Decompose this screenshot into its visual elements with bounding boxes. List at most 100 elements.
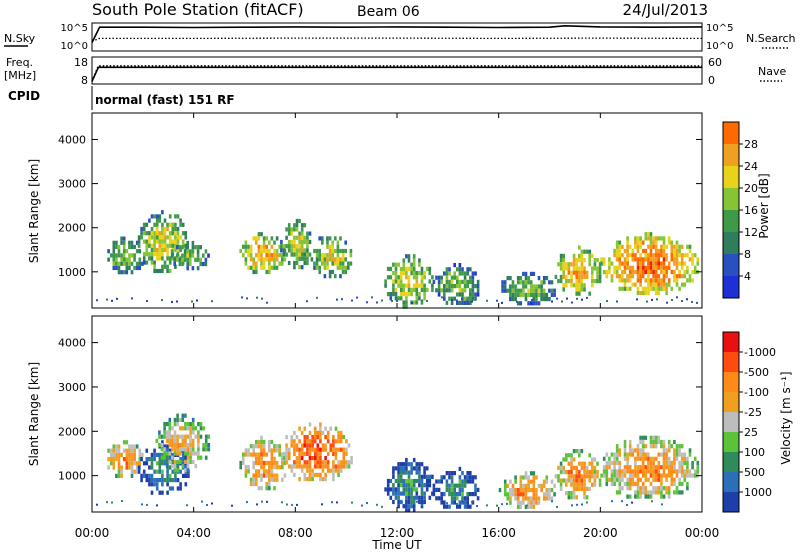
heatmap-cell (171, 434, 174, 439)
heatmap-cell (602, 269, 606, 275)
heatmap-cell (270, 452, 274, 457)
heatmap-cell (660, 248, 663, 254)
heatmap-cell (565, 470, 568, 475)
heatmap-cell (660, 236, 663, 241)
heatmap-cell (262, 261, 266, 266)
heatmap-cell (191, 253, 195, 258)
heatmap-cell (260, 244, 263, 249)
heatmap-cell (585, 470, 589, 475)
heatmap-cell (191, 426, 195, 431)
heatmap-cell (337, 435, 340, 440)
heatmap-cell (428, 271, 432, 276)
heatmap-cell (125, 461, 129, 466)
heatmap-cell (667, 460, 671, 466)
heatmap-cell (463, 483, 467, 488)
x-tick-label: 08:00 (278, 526, 313, 540)
heatmap-cell (350, 456, 353, 461)
heatmap-cell (623, 444, 627, 449)
heatmap-cell (474, 475, 477, 480)
heatmap-cell (397, 262, 400, 267)
heatmap-cell (179, 469, 182, 474)
heatmap-cell (437, 279, 441, 284)
heatmap-cell (181, 461, 185, 466)
heatmap-cell (453, 500, 456, 505)
heatmap-cell (268, 486, 271, 491)
heatmap-cell (316, 447, 320, 452)
heatmap-cell (255, 477, 258, 482)
heatmap-cell (153, 247, 156, 253)
heatmap-cell (680, 257, 684, 262)
heatmap-cell (423, 470, 426, 475)
heatmap-cell (636, 257, 640, 262)
heatmap-cell (567, 474, 571, 479)
heatmap-cell (273, 240, 276, 245)
heatmap-cell (626, 452, 629, 457)
heatmap-cell (339, 236, 342, 241)
heatmap-cell (150, 260, 154, 265)
heatmap-cell (691, 473, 694, 478)
heatmap-cell (448, 504, 451, 509)
heatmap-cell (163, 430, 166, 435)
heatmap-cell (239, 248, 242, 254)
heatmap-cell (255, 269, 258, 275)
heatmap-cell (572, 465, 576, 470)
heatmap-cell (693, 265, 697, 270)
heatmap-cell (466, 299, 468, 302)
heatmap-cell (522, 500, 525, 505)
heatmap-cell (140, 473, 143, 478)
heatmap-cell (506, 492, 510, 497)
heatmap-cell (326, 240, 329, 245)
heatmap-cell (402, 304, 406, 309)
time-x-ticks: 00:00 04:00 08:00 12:00 16:00 20:00 00:00 (75, 113, 719, 540)
heatmap-cell (509, 288, 512, 293)
heatmap-cell (321, 430, 325, 435)
heatmap-cell (572, 491, 576, 496)
heatmap-cell (206, 504, 208, 506)
heatmap-cell (168, 422, 172, 427)
heatmap-cell (649, 278, 653, 283)
heatmap-cell (115, 244, 118, 250)
heatmap-cell (418, 262, 421, 267)
heatmap-cell (291, 503, 293, 506)
heatmap-cell (548, 297, 551, 302)
heatmap-cell (546, 296, 548, 299)
heatmap-cell (394, 478, 398, 484)
heatmap-cell (506, 276, 510, 281)
heatmap-cell (158, 235, 162, 240)
heatmap-cell (199, 257, 202, 262)
heatmap-cell (654, 240, 658, 245)
heatmap-cell (611, 500, 613, 503)
heatmap-cell (529, 479, 533, 484)
heatmap-cell (311, 472, 314, 477)
heatmap-cell (647, 261, 650, 266)
heatmap-cell (321, 261, 324, 266)
heatmap-cell (366, 502, 368, 504)
heatmap-cell (639, 257, 642, 262)
heatmap-cell (241, 296, 243, 299)
heatmap-cell (247, 248, 250, 254)
noise-right-tick-top: 10^5 (706, 23, 733, 34)
heatmap-cell (675, 248, 679, 254)
heatmap-cell (456, 502, 458, 505)
heatmap-cell (618, 481, 622, 487)
heatmap-cell (262, 257, 266, 262)
colorbar-swatch (723, 472, 739, 492)
heatmap-cell (461, 300, 464, 305)
heatmap-cell (186, 455, 190, 460)
heatmap-cell (634, 253, 637, 258)
heatmap-cell (498, 488, 502, 493)
heatmap-cell (665, 253, 668, 258)
heatmap-cell (285, 235, 288, 240)
heatmap-cell (107, 257, 110, 262)
heatmap-cell (204, 443, 208, 448)
nave-label: Nave (758, 65, 786, 78)
heatmap-cell (280, 244, 283, 249)
heatmap-cell (181, 447, 185, 452)
heatmap-cell (683, 282, 687, 287)
heatmap-cell (191, 266, 195, 271)
heatmap-cell (332, 472, 335, 477)
heatmap-cell (344, 257, 347, 262)
heatmap-cell (168, 486, 172, 491)
heatmap-cell (678, 244, 681, 249)
